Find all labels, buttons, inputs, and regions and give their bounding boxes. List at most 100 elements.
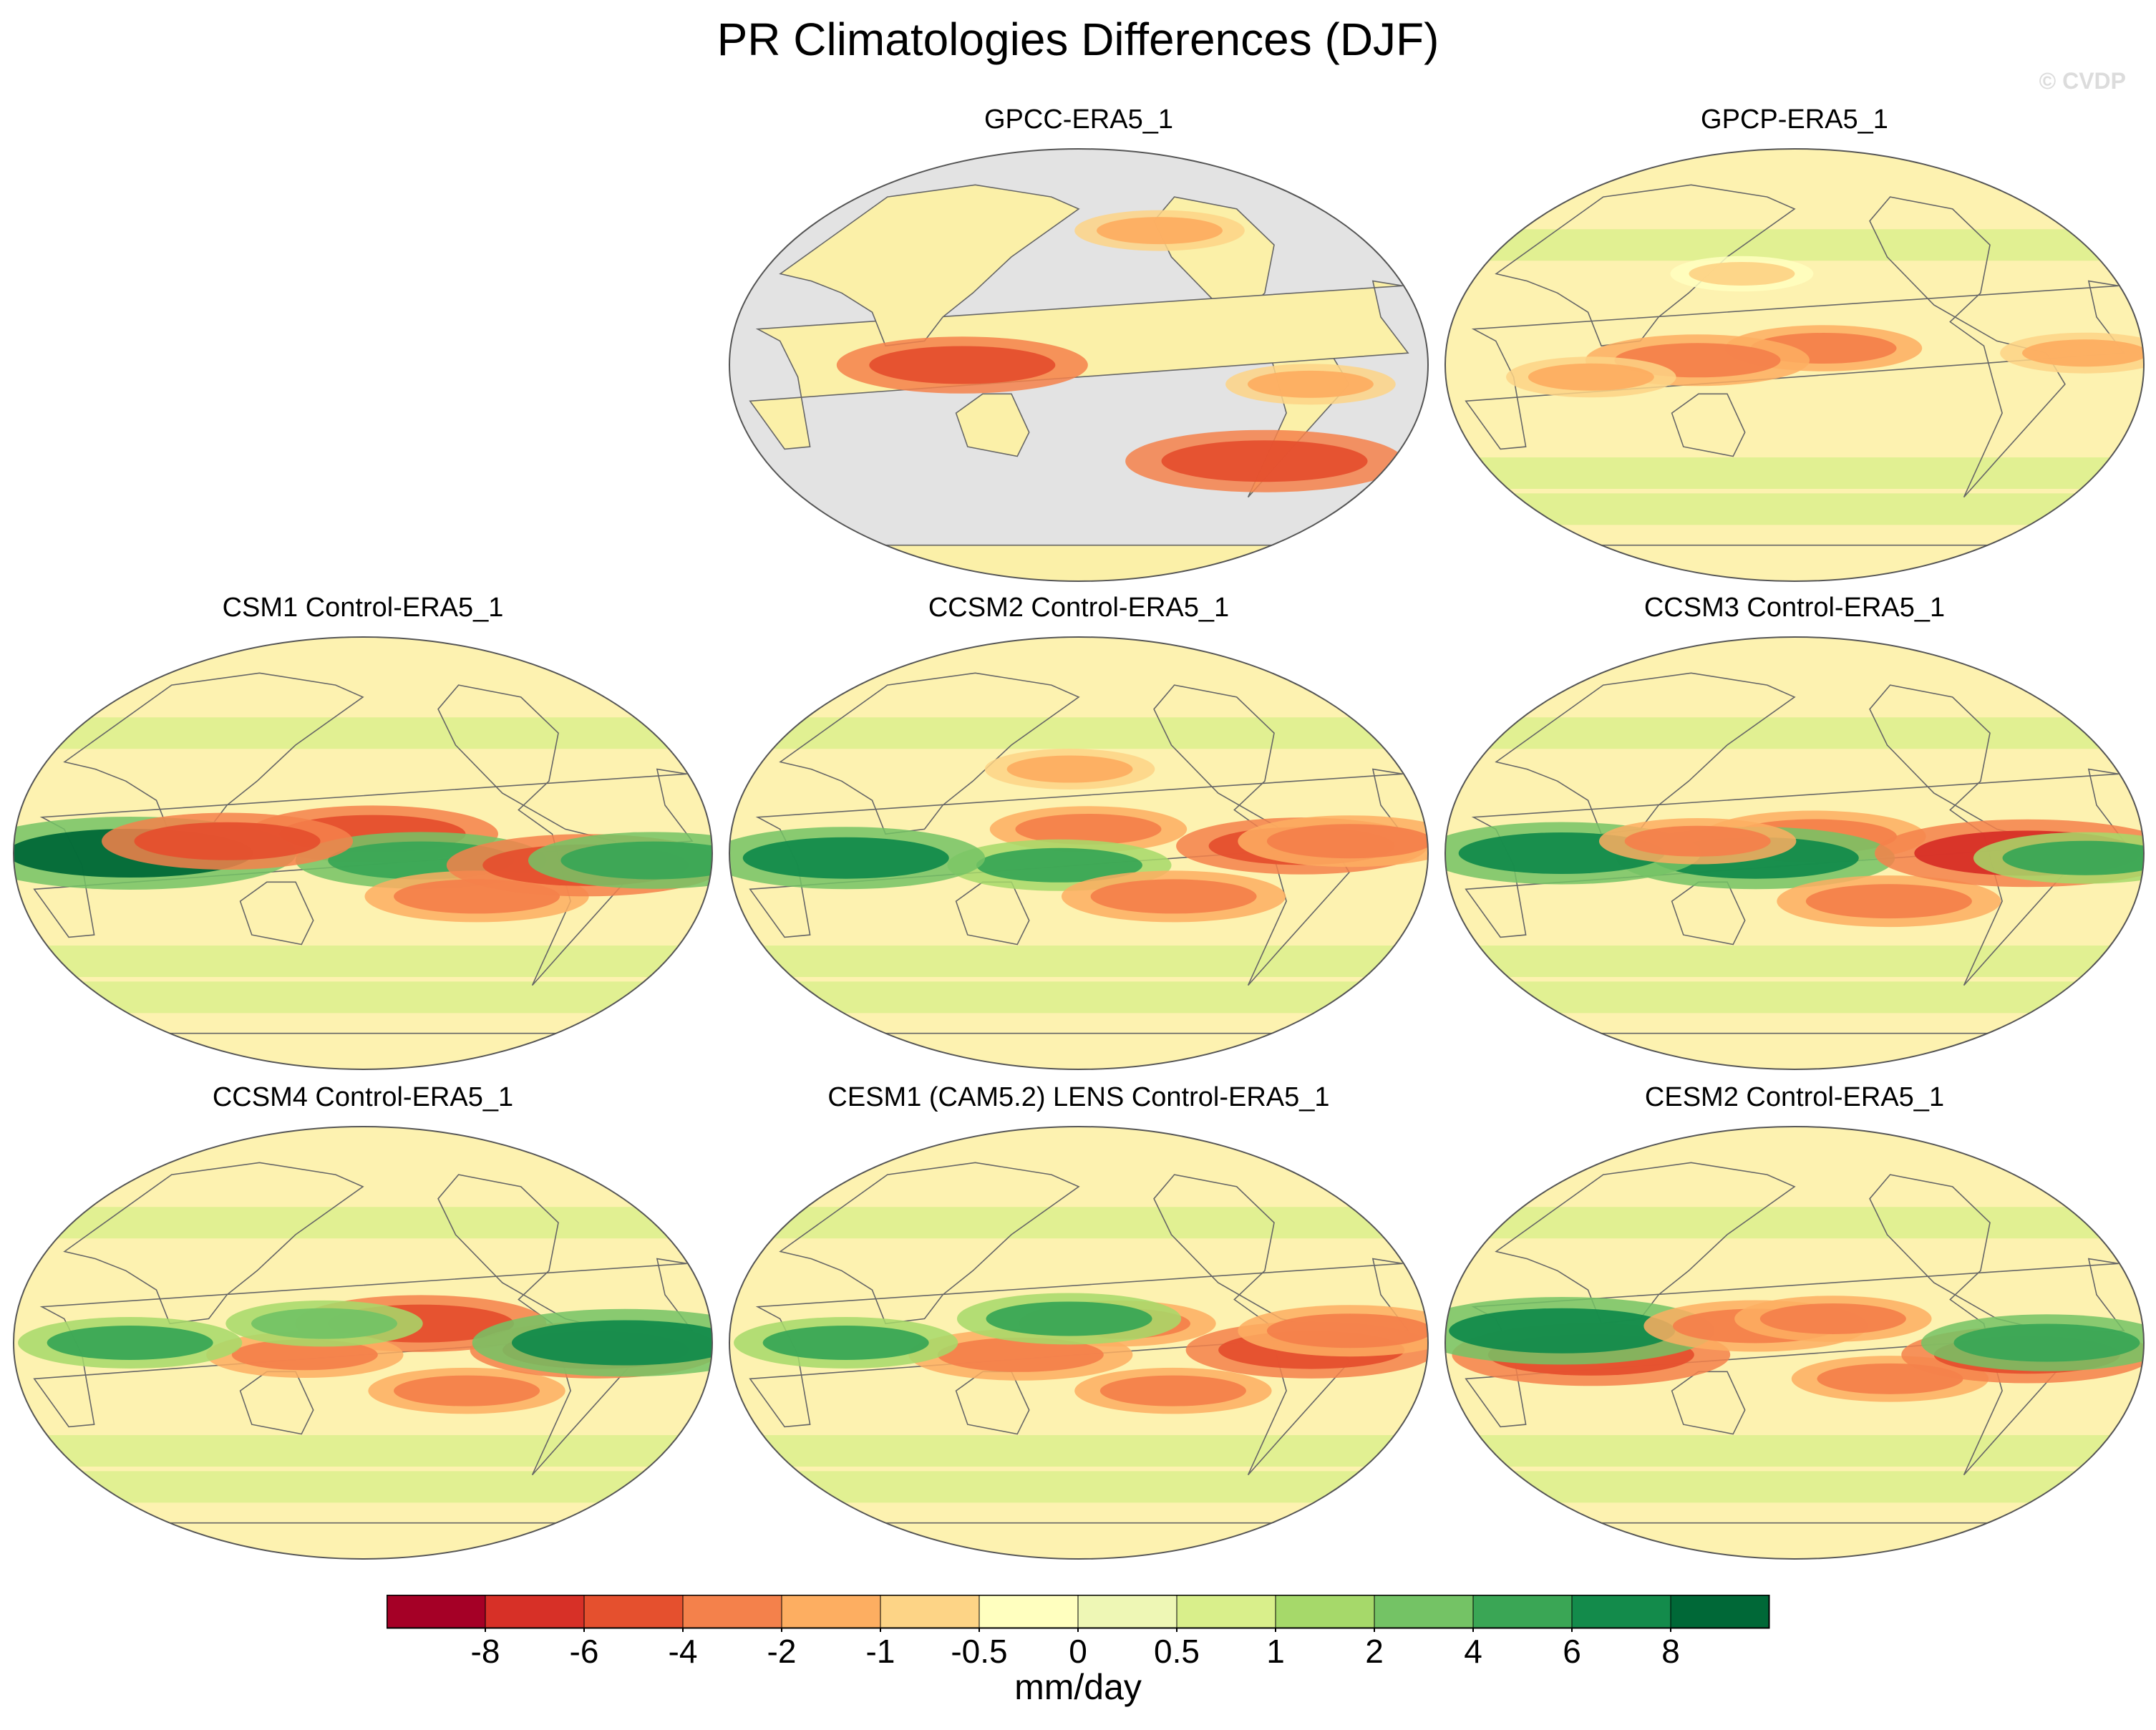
continent-outline: [33, 768, 694, 938]
storm-track-band: [14, 946, 712, 977]
panel-title: CCSM3 Control-ERA5_1: [1643, 593, 1946, 623]
colorbar-tick-label: 2: [1365, 1633, 1384, 1666]
storm-track-band: [1445, 1471, 2144, 1503]
map-plot: [729, 148, 1429, 582]
anomaly-feature: [1805, 884, 1972, 919]
storm-track-band: [729, 1471, 1428, 1503]
anomaly-feature: [1759, 1303, 1906, 1334]
anomaly-feature: [1266, 824, 1428, 859]
anomaly-feature: [1015, 813, 1162, 845]
map-plot: [729, 636, 1429, 1070]
storm-track-band: [14, 1435, 712, 1467]
colorbar-swatch: [583, 1595, 684, 1628]
map-plot: [1444, 148, 2145, 582]
colorbar-swatch: [880, 1595, 980, 1628]
colorbar-swatch: [682, 1595, 782, 1628]
map-panel: GPCC-ERA5_1: [728, 105, 1429, 585]
anomaly-feature: [1689, 261, 1795, 286]
map-border: [729, 1126, 1429, 1560]
anomaly-feature: [976, 847, 1142, 883]
storm-track-band: [729, 1435, 1428, 1467]
anomaly-feature: [2002, 840, 2144, 875]
anomaly-feature: [134, 822, 321, 860]
map-plot: [1444, 636, 2145, 1070]
storm-track-band: [1445, 229, 2144, 261]
map-plot: [1444, 1126, 2145, 1560]
anomaly-feature: [1161, 440, 1368, 482]
anomaly-feature: [1953, 1323, 2140, 1362]
continent-outline: [844, 544, 1313, 581]
continent-outline: [955, 393, 1030, 457]
map-plot: [13, 636, 713, 1070]
continent-outline: [1869, 684, 2066, 986]
colorbar-tick-label: -1: [866, 1633, 895, 1666]
panel-title: CESM1 (CAM5.2) LENS Control-ERA5_1: [827, 1082, 1330, 1112]
colorbar-tick-label: 4: [1464, 1633, 1482, 1666]
map-panel: CESM2 Control-ERA5_1: [1444, 1082, 2145, 1563]
storm-track-band: [14, 717, 712, 749]
storm-track-band: [1445, 946, 2144, 977]
map-panel: GPCP-ERA5_1: [1444, 105, 2145, 585]
map-border: [1444, 1126, 2145, 1560]
map-border: [13, 636, 713, 1070]
continent-outline: [779, 1162, 1080, 1325]
continent-outline: [779, 672, 1080, 835]
map-plot: [729, 1126, 1429, 1560]
panel-title: GPCC-ERA5_1: [984, 105, 1173, 135]
map-panel: CCSM2 Control-ERA5_1: [728, 593, 1429, 1074]
storm-track-band: [1445, 981, 2144, 1014]
storm-track-band: [1445, 493, 2144, 525]
storm-track-band: [14, 981, 712, 1014]
anomaly-feature: [1099, 1375, 1246, 1406]
colorbar-swatch: [485, 1595, 585, 1628]
anomaly-feature: [1528, 363, 1654, 391]
map-border: [13, 1126, 713, 1560]
continent-outline: [63, 672, 364, 835]
anomaly-feature: [1266, 1313, 1428, 1348]
continent-outline: [1495, 184, 1796, 347]
colorbar-tick-label: 1: [1266, 1633, 1285, 1666]
colorbar-swatch: [1275, 1595, 1375, 1628]
storm-track-band: [729, 717, 1428, 749]
storm-track-band: [1445, 717, 2144, 749]
map-panel: CCSM4 Control-ERA5_1: [12, 1082, 714, 1563]
storm-track-band: [1445, 1435, 2144, 1467]
continent-outline: [779, 184, 1080, 347]
figure-title: PR Climatologies Differences (DJF): [717, 14, 1439, 65]
colorbar-swatch: [1571, 1595, 1671, 1628]
storm-track-band: [729, 1207, 1428, 1239]
colorbar-tick-label: -4: [669, 1633, 698, 1666]
panel-title: CCSM4 Control-ERA5_1: [212, 1082, 514, 1112]
colorbar-tick-label: 6: [1563, 1633, 1581, 1666]
anomaly-feature: [512, 1320, 712, 1366]
continent-outline: [239, 881, 314, 946]
anomaly-feature: [2021, 339, 2144, 367]
colorbar: -8 -6 -4 -2 -1 -0.5 0 0.5 1 2 4 6 8: [387, 1595, 1770, 1666]
colorbar-swatch: [1077, 1595, 1177, 1628]
continent-outline: [1671, 393, 1746, 457]
colorbar-tick-label: -8: [471, 1633, 500, 1666]
map-border: [1444, 148, 2145, 582]
continent-outline: [1869, 1174, 2066, 1476]
map-border: [1444, 636, 2145, 1070]
colorbar-tick-label: -2: [767, 1633, 797, 1666]
map-plot: [13, 1126, 713, 1560]
anomaly-feature: [1449, 1308, 1676, 1354]
anomaly-feature: [1006, 755, 1133, 783]
anomaly-feature: [560, 841, 712, 880]
watermark: © CVDP: [2039, 68, 2126, 94]
anomaly-feature: [1090, 879, 1257, 914]
colorbar-swatch: [1374, 1595, 1474, 1628]
storm-track-band: [1445, 457, 2144, 489]
continent-outline: [63, 1162, 364, 1325]
storm-track-band: [729, 946, 1428, 977]
colorbar-tick-label: 8: [1661, 1633, 1680, 1666]
colorbar-swatch: [781, 1595, 881, 1628]
anomaly-feature: [47, 1326, 213, 1360]
anomaly-feature: [1097, 217, 1223, 245]
colorbar-swatch: [387, 1595, 486, 1628]
anomaly-feature: [762, 1326, 929, 1360]
map-panel: CSM1 Control-ERA5_1: [12, 593, 714, 1074]
colorbar-swatch: [1472, 1595, 1573, 1628]
anomaly-feature: [1624, 825, 1771, 857]
